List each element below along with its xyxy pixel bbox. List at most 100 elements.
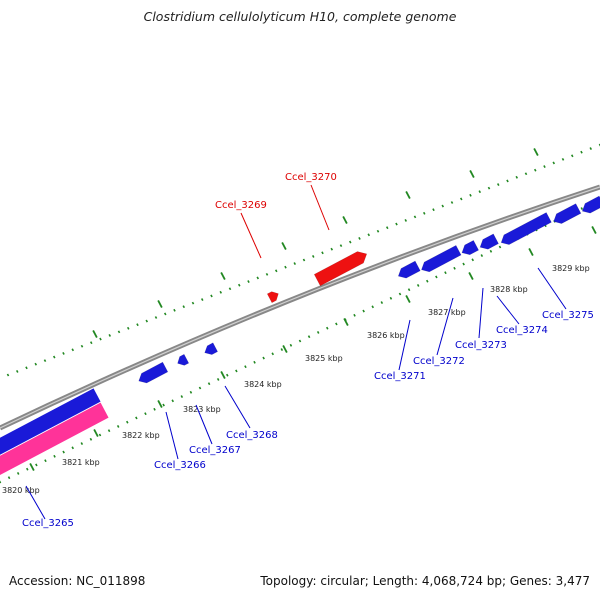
outer-tick-dot <box>422 211 426 215</box>
outer-tick-dot <box>15 369 19 373</box>
tick-label: 3827 kbp <box>428 308 466 317</box>
inner-tick-dot <box>362 309 365 313</box>
outer-tick-dot <box>256 276 260 280</box>
outer-major-tick <box>533 148 539 156</box>
inner-tick-dot <box>207 382 211 386</box>
inner-tick-dot <box>35 463 38 467</box>
outer-tick-dot <box>210 294 213 298</box>
inner-tick-dot <box>298 339 302 343</box>
tick-label: 3829 kbp <box>552 264 590 273</box>
outer-tick-dot <box>469 193 472 197</box>
outer-tick-dot <box>265 272 269 276</box>
gene-leader-line <box>224 385 251 429</box>
inner-tick-dot <box>380 301 384 304</box>
gene-label-ccel-3269: Ccel_3269 <box>215 200 267 211</box>
inner-tick-dot <box>153 407 156 411</box>
reverse-gene-bar <box>0 388 101 455</box>
map-title: Clostridium cellulolyticum H10, complete… <box>143 9 457 24</box>
inner-tick-dot <box>253 360 256 364</box>
tick-marks-layer <box>29 148 597 471</box>
inner-tick-dot <box>62 450 65 454</box>
outer-tick-dot <box>247 280 250 283</box>
inner-tick-dot <box>407 288 411 292</box>
inner-tick-dot <box>489 249 493 253</box>
gene-leader-line <box>478 287 484 339</box>
inner-tick-dot <box>180 395 184 398</box>
inner-tick-dot <box>416 284 420 287</box>
inner-tick-dot <box>307 335 311 339</box>
inner-tick-dot <box>426 279 429 283</box>
gene-leader-line <box>436 297 454 356</box>
inner-tick-dot <box>244 365 247 369</box>
inner-tick-dot <box>435 275 438 279</box>
tick-label: 3821 kbp <box>62 458 100 467</box>
gene-leader-line <box>496 295 520 325</box>
inner-major-tick <box>405 295 411 303</box>
outer-tick-dot <box>71 348 75 352</box>
gene-ccel-3273 <box>461 239 480 256</box>
inner-tick-dot <box>271 352 274 356</box>
outer-tick-dot <box>321 251 324 255</box>
inner-tick-dot <box>89 437 93 441</box>
inner-tick-dot <box>389 296 393 300</box>
outer-tick-dot <box>570 154 574 158</box>
backbone-highlight <box>0 186 600 429</box>
inner-major-tick <box>343 318 349 326</box>
outer-tick-dot <box>25 366 28 370</box>
gene-label-ccel-3266: Ccel_3266 <box>154 460 206 471</box>
inner-tick-dot <box>198 386 202 390</box>
inner-tick-dot <box>280 348 284 351</box>
inner-tick-dot <box>262 356 265 360</box>
inner-tick-dot <box>53 454 56 458</box>
gene-leader-line <box>240 212 262 259</box>
outer-major-tick <box>220 272 226 280</box>
outer-tick-dot <box>136 323 139 327</box>
gene-ccel-3274 <box>500 212 552 245</box>
outer-tick-dot <box>367 233 371 237</box>
outer-tick-dot <box>311 254 315 258</box>
inner-tick-dot <box>326 326 329 330</box>
outer-tick-dot <box>533 168 537 172</box>
tick-label: 3824 kbp <box>244 380 282 389</box>
inner-tick-dot <box>126 420 129 424</box>
tick-label: 3825 kbp <box>305 354 343 363</box>
gene-label-ccel-3268: Ccel_3268 <box>226 430 278 441</box>
outer-tick-dot <box>200 298 204 301</box>
outer-tick-dot <box>228 287 232 291</box>
outer-tick-dot <box>432 208 435 212</box>
inner-tick-dot <box>162 403 165 407</box>
outer-tick-dot <box>62 352 65 355</box>
outer-tick-dot <box>99 337 102 341</box>
inner-major-tick <box>528 248 534 256</box>
gene-ccel-3275 <box>553 203 582 224</box>
genome-summary-text: Topology: circular; Length: 4,068,724 bp… <box>260 574 590 588</box>
inner-tick-dot <box>44 459 47 463</box>
outer-tick-dot <box>487 186 491 190</box>
inner-major-tick <box>591 226 597 234</box>
gene-leader-line <box>25 485 46 520</box>
gene-ccel-3266 <box>138 361 169 384</box>
inner-tick-dot <box>480 254 484 257</box>
gene-leader-line <box>165 411 179 460</box>
gene-leader-line <box>310 184 330 231</box>
outer-tick-dot <box>284 265 287 269</box>
outer-tick-dot <box>182 305 186 309</box>
inner-major-tick <box>157 400 163 408</box>
tick-label: 3828 kbp <box>490 285 528 294</box>
inner-tick-dot <box>316 331 320 334</box>
gene-leader-line <box>398 319 411 371</box>
inner-tick-dot <box>398 292 402 296</box>
inner-tick-dot <box>26 467 29 471</box>
outer-tick-dot <box>552 161 556 165</box>
outer-tick-dot <box>506 179 509 183</box>
outer-tick-dot <box>293 262 297 266</box>
outer-tick-dot <box>450 201 454 204</box>
outer-tick-dot <box>80 344 84 348</box>
tick-label: 3823 kbp <box>183 405 221 414</box>
outer-major-tick <box>157 300 163 308</box>
outer-tick-dot <box>302 258 306 262</box>
gene-label-ccel-3271: Ccel_3271 <box>374 371 426 382</box>
outer-major-tick <box>342 216 348 224</box>
outer-major-tick <box>405 191 411 199</box>
